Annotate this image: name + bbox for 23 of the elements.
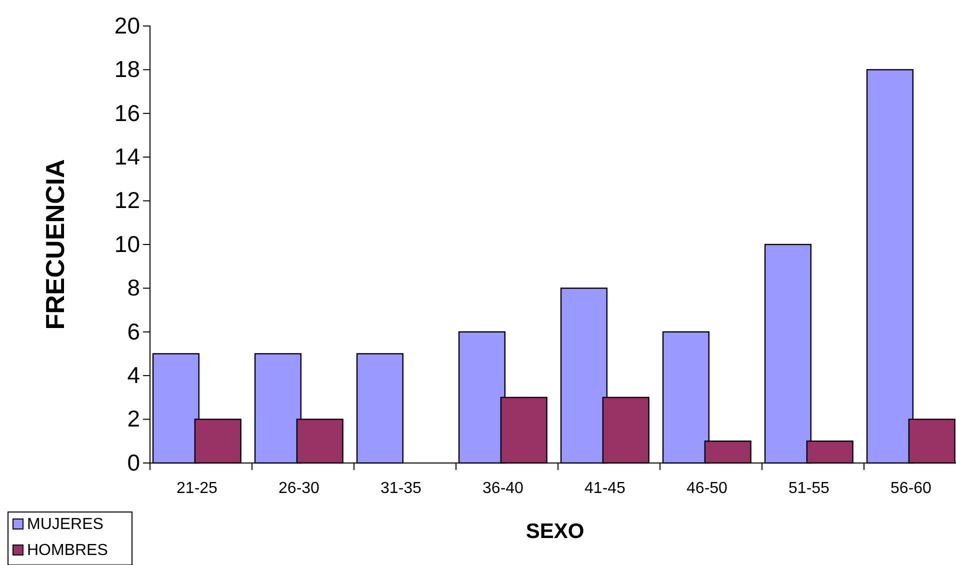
y-tick-label: 20: [114, 12, 140, 38]
y-axis-title: FRECUENCIA: [40, 159, 70, 330]
x-tick-label: 51-55: [788, 480, 830, 497]
legend-label: HOMBRES: [27, 542, 108, 559]
x-tick-label: 26-30: [278, 480, 320, 497]
y-tick-label: 16: [114, 100, 140, 126]
x-tick-label: 56-60: [890, 480, 932, 497]
y-tick-label: 10: [114, 230, 140, 257]
y-tick-label: 2: [127, 406, 140, 432]
y-tick-label: 4: [127, 362, 140, 388]
x-tick-label: 41-45: [584, 480, 626, 497]
y-tick-label: 12: [114, 187, 140, 214]
y-tick-label: 18: [114, 56, 140, 82]
y-tick-label: 14: [114, 143, 140, 170]
x-tick-label: 21-25: [176, 480, 218, 497]
y-tick-label: 0: [127, 449, 140, 476]
x-tick-label: 46-50: [686, 480, 728, 497]
x-axis-title: SEXO: [526, 520, 584, 543]
y-tick-label: 8: [127, 274, 140, 301]
legend-label: MUJERES: [27, 516, 104, 533]
y-tick-label: 6: [127, 318, 140, 344]
x-tick-label: 36-40: [482, 480, 524, 497]
x-tick-label: 31-35: [380, 480, 422, 497]
